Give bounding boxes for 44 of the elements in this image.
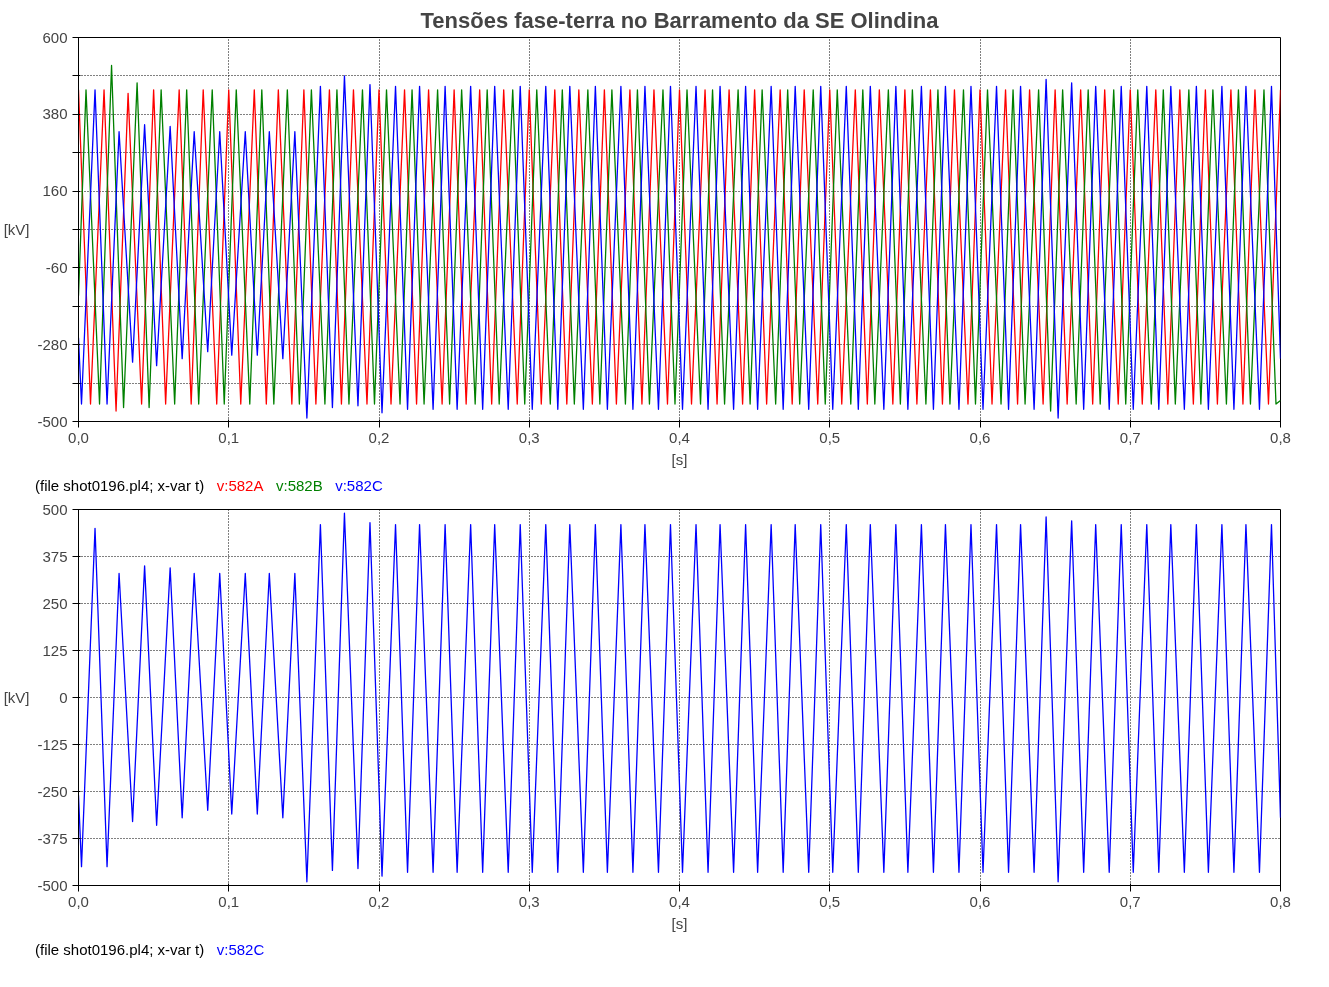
x-tick-label: 0,8 <box>1270 428 1291 446</box>
x-tick-label: 0,8 <box>1270 892 1291 910</box>
x-tick-label: 0,3 <box>518 892 540 910</box>
y-tick-label: -500 <box>37 412 68 430</box>
y-tick-label: 500 <box>42 500 68 518</box>
text: (file shot0196.pl4; x-var t) <box>35 477 205 494</box>
x-tick-label: 0,2 <box>368 428 390 446</box>
x-tick-label: 0,2 <box>368 892 390 910</box>
x-axis-title: [s] <box>671 914 688 932</box>
x-tick-label: 0,7 <box>1119 428 1141 446</box>
y-tick-label: -60 <box>45 258 68 276</box>
y-tick-label: 250 <box>42 594 68 612</box>
y-tick-label: -280 <box>37 335 68 353</box>
text: v:582C <box>335 477 383 494</box>
x-tick-label: 0,6 <box>969 892 991 910</box>
y-tick-label: 125 <box>42 641 68 659</box>
x-tick-label: 0,5 <box>819 892 841 910</box>
x-tick-label: 0,6 <box>969 428 991 446</box>
y-tick-label: -250 <box>37 782 68 800</box>
x-tick-label: 0,0 <box>68 892 89 910</box>
y-axis-title: [kV] <box>3 689 30 706</box>
y-tick-label: -500 <box>37 876 68 894</box>
x-tick-label: 0,5 <box>819 428 841 446</box>
x-tick-label: 0,4 <box>669 428 690 446</box>
y-tick-label: 600 <box>42 28 68 46</box>
text: (file shot0196.pl4; x-var t) <box>35 941 205 958</box>
y-tick-label: -125 <box>37 735 68 753</box>
text: v:582A <box>216 477 264 494</box>
text: v:582C <box>216 941 265 958</box>
y-tick-label: -375 <box>37 829 68 847</box>
chart-title: Tensões fase-terra no Barramento da SE Olindina <box>420 7 940 33</box>
x-tick-label: 0,1 <box>218 428 240 446</box>
y-tick-label: 0 <box>59 688 68 706</box>
y-tick-label: 375 <box>42 547 68 565</box>
y-axis-title: [kV] <box>3 221 30 238</box>
y-tick-label: 380 <box>42 105 68 123</box>
x-tick-label: 0,1 <box>218 892 240 910</box>
x-tick-label: 0,7 <box>1119 892 1141 910</box>
y-tick-label: 160 <box>42 182 68 200</box>
x-tick-label: 0,0 <box>68 428 89 446</box>
x-tick-label: 0,3 <box>518 428 540 446</box>
text: v:582B <box>275 477 323 494</box>
x-axis-title: [s] <box>671 450 688 468</box>
x-tick-label: 0,4 <box>669 892 690 910</box>
